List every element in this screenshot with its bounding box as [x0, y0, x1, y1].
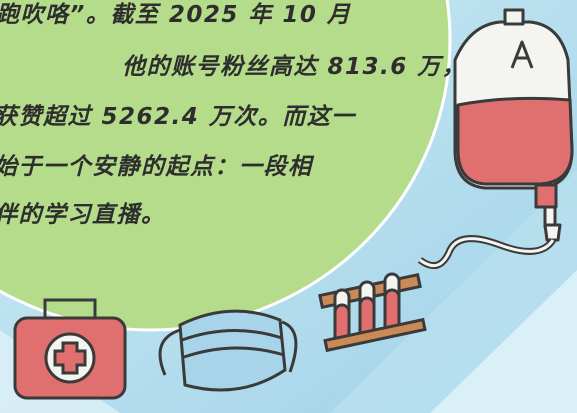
text-line: 跑吹咯”。截至 2025 年 10 月 [0, 2, 351, 28]
illustration: 跑吹咯”。截至 2025 年 10 月 他的账号粉丝高达 813.6 万， 获赞… [0, 0, 577, 413]
text-line: 始于一个安静的起点：一段相 [0, 154, 315, 180]
text-line: 获赞超过 5262.4 万次。而这一 [0, 104, 357, 130]
text-line: 伴的学习直播。 [0, 201, 166, 228]
text-line: 他的账号粉丝高达 813.6 万， [122, 54, 466, 80]
